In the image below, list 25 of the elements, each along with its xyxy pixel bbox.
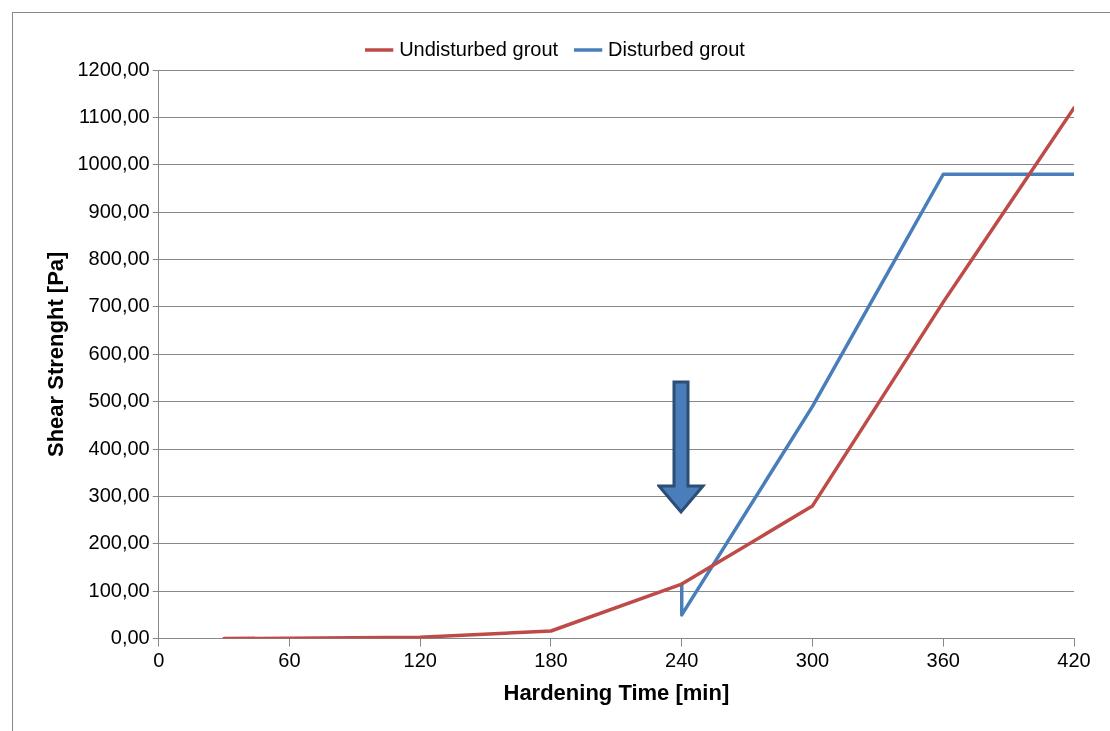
y-tick-label: 0,00 [110, 626, 150, 649]
y-tick-label: 900,00 [88, 199, 150, 222]
legend-label: Undisturbed grout [399, 37, 559, 60]
x-tick-label: 300 [795, 649, 830, 672]
y-tick-label: 1000,00 [77, 152, 150, 175]
y-tick-label: 1200,00 [77, 57, 150, 80]
legend-label: Disturbed grout [608, 37, 746, 60]
x-tick-label: 360 [926, 649, 960, 672]
x-tick-label: 240 [665, 649, 699, 672]
y-tick-label: 500,00 [88, 389, 150, 412]
x-tick-label: 420 [1057, 649, 1091, 672]
y-tick-label: 800,00 [88, 247, 150, 270]
y-tick-label: 700,00 [88, 294, 150, 317]
x-tick-label: 180 [534, 649, 568, 672]
y-tick-label: 300,00 [88, 483, 150, 506]
y-tick-label: 100,00 [88, 578, 150, 601]
y-axis-title: Shear Strenght [Pa] [43, 251, 69, 457]
y-tick-label: 1100,00 [78, 104, 150, 127]
y-tick-label: 400,00 [88, 436, 150, 459]
x-tick-label: 60 [278, 649, 301, 672]
x-axis-title: Hardening Time [min] [503, 679, 730, 705]
x-tick-label: 0 [153, 649, 165, 672]
y-tick-label: 200,00 [88, 531, 150, 554]
y-tick-label: 600,00 [88, 341, 150, 364]
x-tick-label: 120 [403, 649, 437, 672]
